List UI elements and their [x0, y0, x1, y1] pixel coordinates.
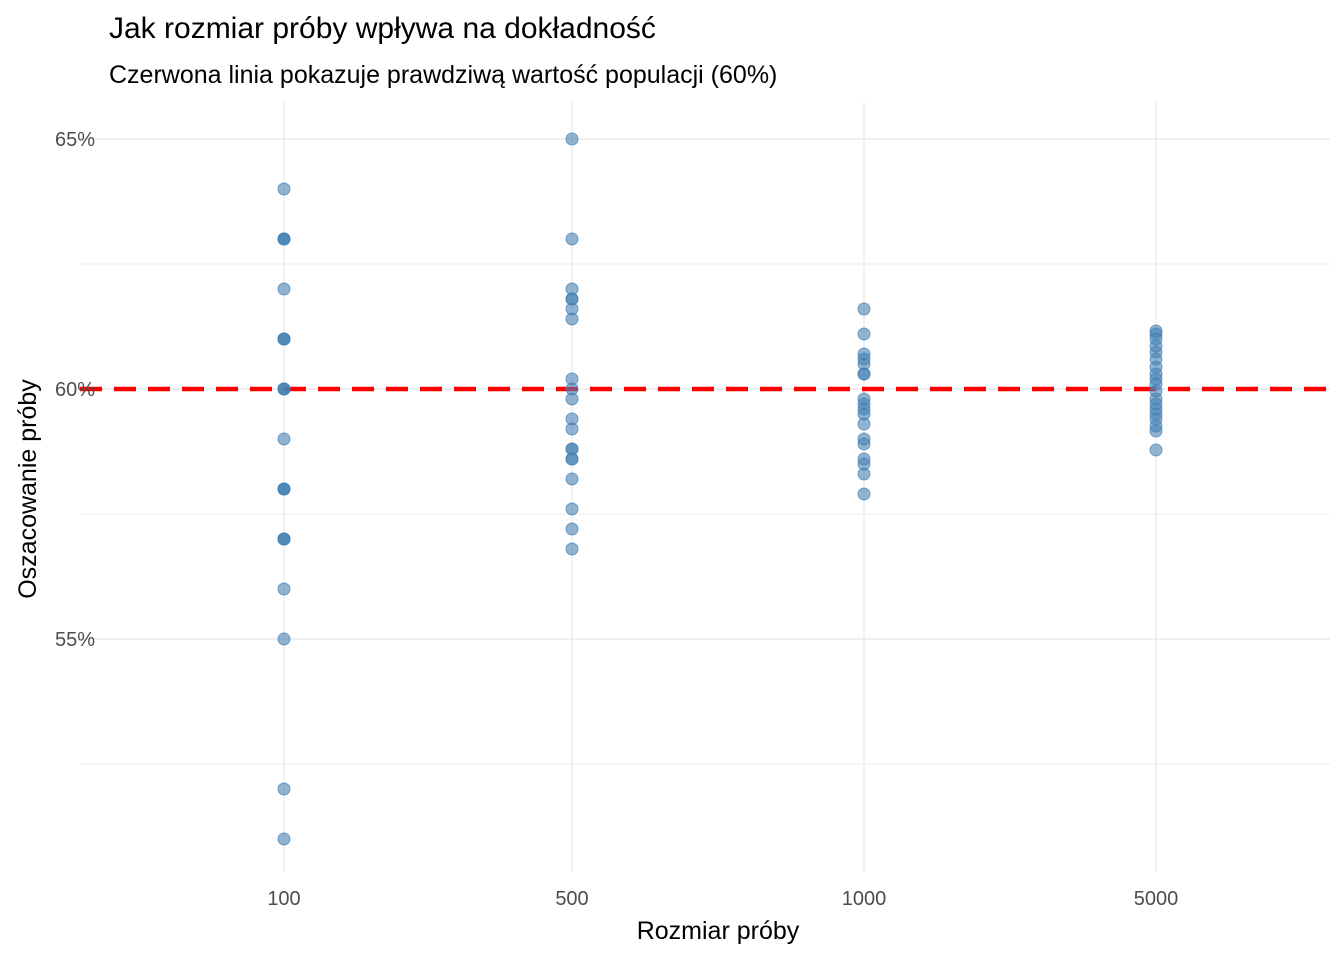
- data-point: [277, 832, 291, 846]
- data-point: [277, 232, 291, 246]
- points-layer: [277, 132, 1163, 846]
- data-point: [565, 422, 579, 436]
- data-point: [1149, 424, 1163, 438]
- x-tick-label: 1000: [842, 888, 887, 910]
- grid-layer: [80, 102, 1330, 872]
- data-point: [857, 437, 871, 451]
- data-point: [565, 522, 579, 536]
- data-point: [277, 532, 291, 546]
- data-point: [565, 502, 579, 516]
- data-point: [857, 467, 871, 481]
- data-point: [565, 472, 579, 486]
- data-point: [277, 582, 291, 596]
- data-point: [857, 302, 871, 316]
- data-point: [277, 282, 291, 296]
- data-point: [565, 232, 579, 246]
- y-axis-ticks: 55% 60% 65%: [55, 129, 95, 651]
- data-point: [277, 182, 291, 196]
- chart-title: Jak rozmiar próby wpływa na dokładność: [109, 12, 656, 45]
- x-tick-label: 100: [267, 888, 300, 910]
- data-point: [277, 382, 291, 396]
- x-tick-label: 5000: [1134, 888, 1179, 910]
- data-point: [565, 452, 579, 466]
- chart-subtitle: Czerwona linia pokazuje prawdziwą wartoś…: [109, 61, 778, 89]
- data-point: [857, 487, 871, 501]
- data-point: [565, 312, 579, 326]
- data-point: [857, 327, 871, 341]
- x-axis-title: Rozmiar próby: [637, 917, 800, 945]
- data-point: [277, 782, 291, 796]
- data-point: [857, 417, 871, 431]
- y-tick-label: 55%: [55, 629, 95, 651]
- data-point: [1149, 443, 1163, 457]
- data-point: [565, 132, 579, 146]
- data-point: [857, 367, 871, 381]
- data-point: [277, 482, 291, 496]
- x-axis-ticks: 100 500 1000 5000: [267, 888, 1178, 910]
- y-tick-label: 60%: [55, 379, 95, 401]
- y-tick-label: 65%: [55, 129, 95, 151]
- data-point: [277, 632, 291, 646]
- x-tick-label: 500: [555, 888, 588, 910]
- data-point: [277, 332, 291, 346]
- y-axis-title: Oszacowanie próby: [14, 379, 42, 599]
- data-point: [565, 542, 579, 556]
- data-point: [277, 432, 291, 446]
- data-point: [565, 392, 579, 406]
